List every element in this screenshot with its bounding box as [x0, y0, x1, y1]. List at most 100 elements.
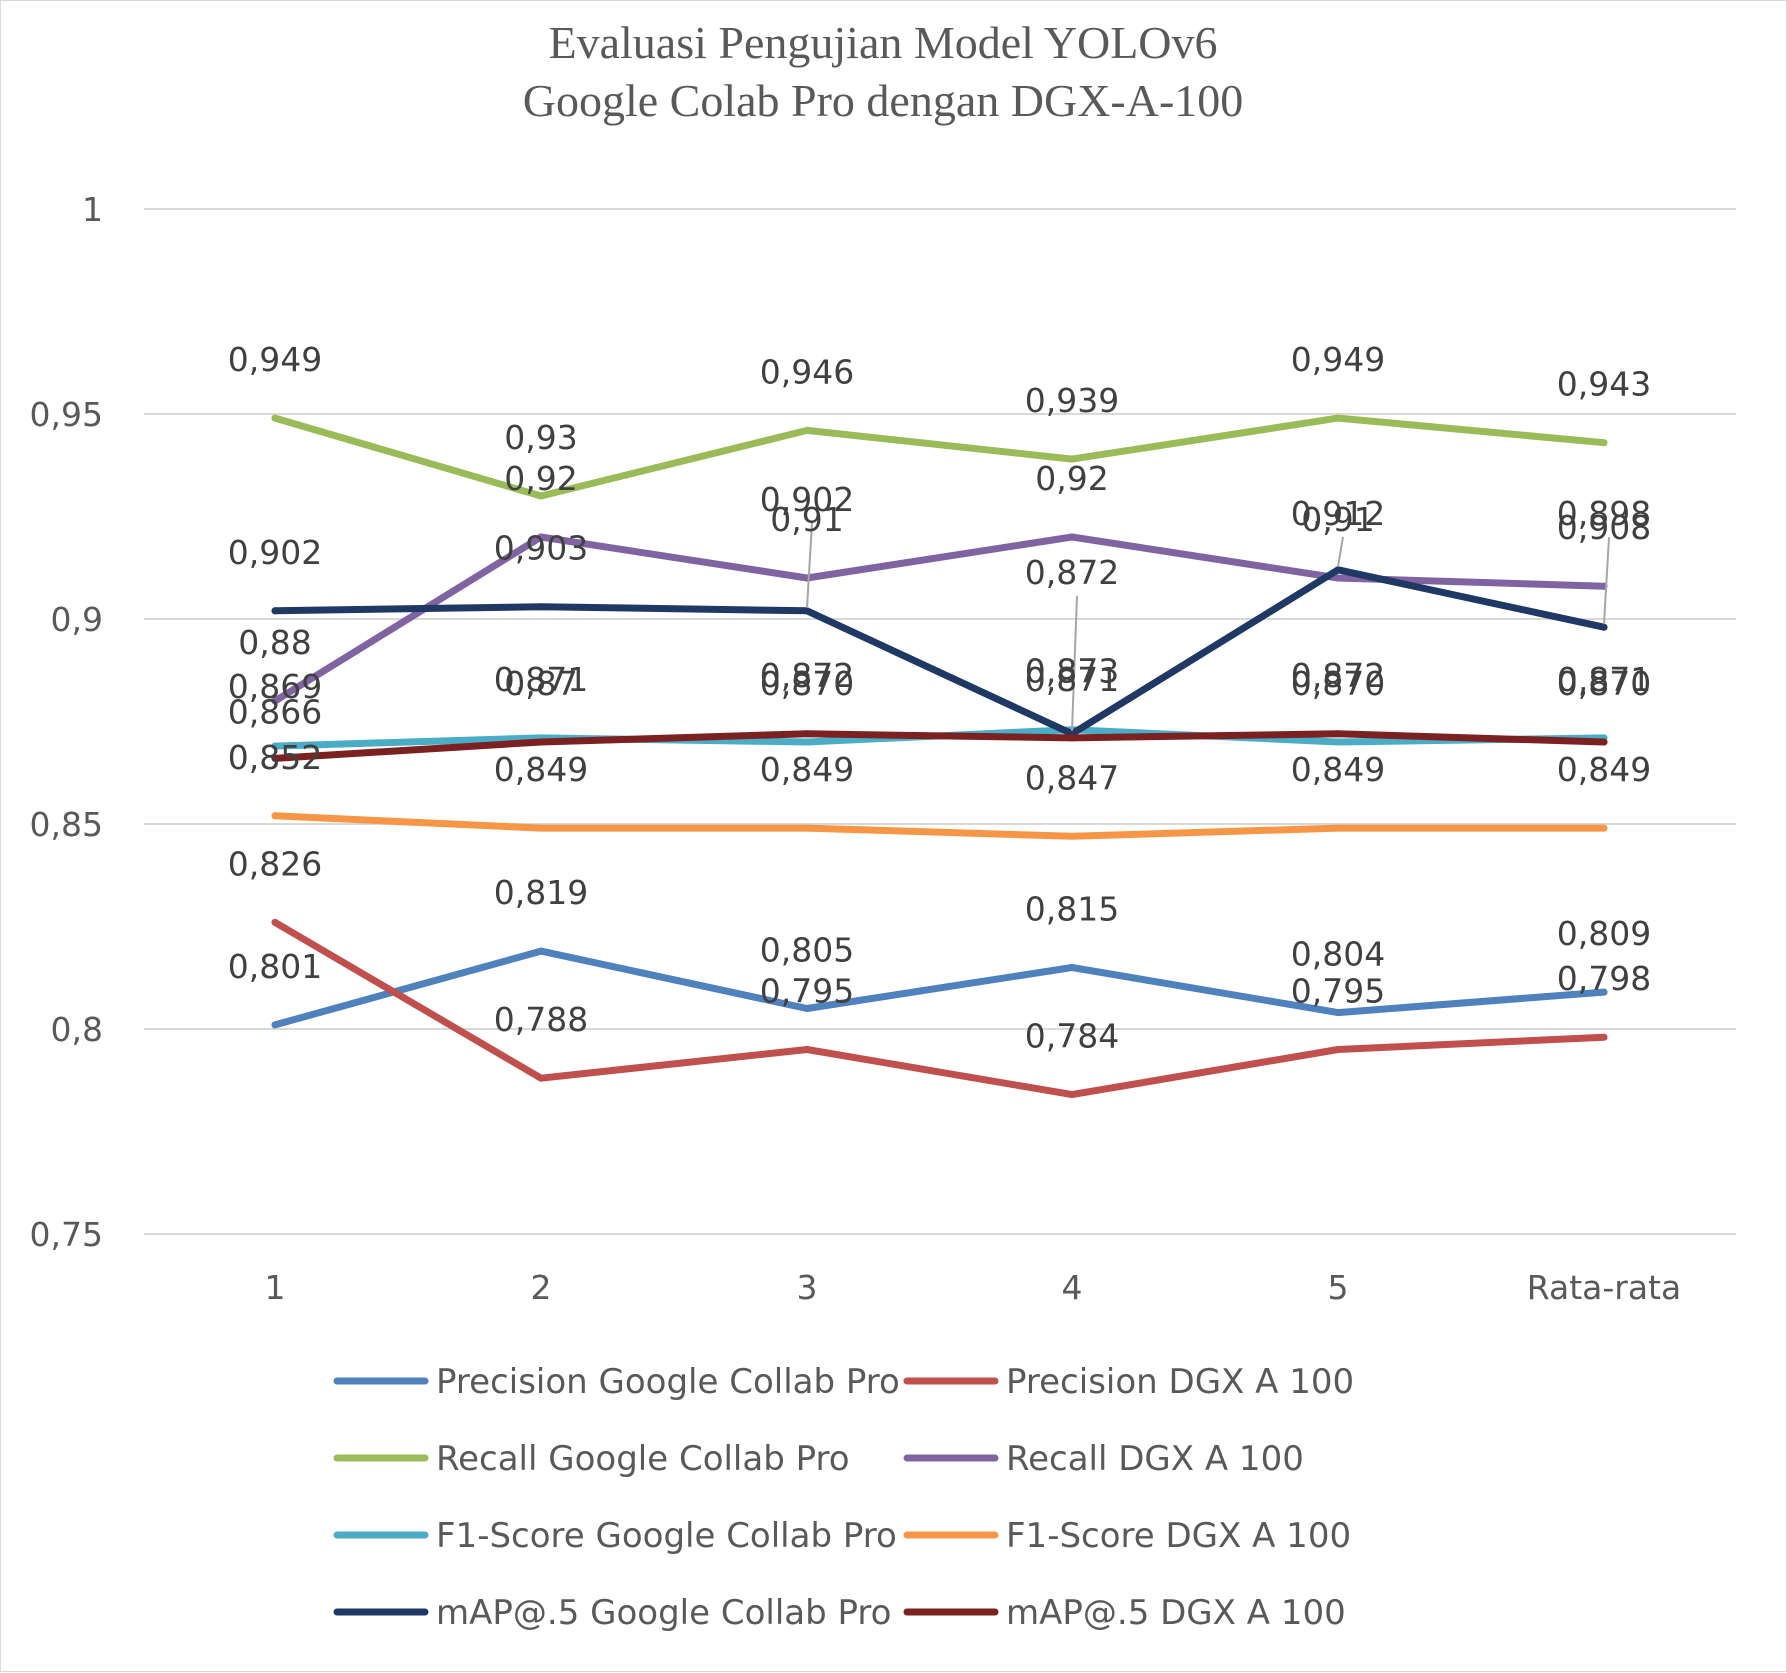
data-label: 0,826 [228, 844, 322, 883]
data-label: 0,870 [760, 664, 854, 703]
series-line-2 [271, 414, 1608, 500]
data-label: 0,871 [494, 660, 588, 699]
data-label: 0,873 [1025, 652, 1119, 691]
data-label: 0,809 [1557, 914, 1651, 953]
x-tick-label: 5 [1328, 1268, 1349, 1307]
data-point [803, 1005, 811, 1012]
data-point [1600, 988, 1608, 996]
data-point [1334, 414, 1342, 422]
y-tick-label: 0,8 [51, 1010, 103, 1049]
data-point [271, 812, 279, 820]
data-label: 0,908 [1557, 508, 1651, 547]
data-label: 0,871 [1025, 660, 1119, 699]
data-label: 0,939 [1025, 381, 1119, 420]
data-label: 0,801 [228, 947, 322, 986]
data-label: 0,949 [228, 340, 322, 379]
data-point [1600, 623, 1608, 631]
data-point [1600, 1033, 1608, 1041]
legend-label: mAP@.5 Google Collab Pro [436, 1593, 891, 1633]
data-point [537, 1074, 545, 1082]
data-label: 0,819 [494, 873, 588, 912]
data-point [1068, 964, 1076, 971]
data-label: 0,943 [1557, 365, 1651, 404]
data-label: 0,852 [228, 738, 322, 777]
data-point [803, 607, 811, 615]
data-point [271, 742, 279, 750]
data-point [1334, 730, 1342, 738]
legend: Precision Google Collab Pro Precision DGX… [333, 1362, 1354, 1633]
y-axis-ticks: 0,75 0,8 0,85 0,9 0,95 1 [30, 190, 103, 1254]
y-tick-label: 1 [82, 190, 103, 229]
series-line-7 [271, 730, 1608, 762]
data-label: 0,88 [238, 623, 311, 662]
data-label: 0,784 [1025, 1017, 1119, 1056]
y-tick-label: 0,9 [51, 600, 103, 639]
chart-subtitle: Google Colab Pro dengan DGX-A-100 [523, 75, 1244, 126]
y-tick-label: 0,95 [30, 395, 103, 434]
data-label: 0,866 [228, 692, 322, 731]
data-point [271, 754, 279, 762]
gridlines [144, 208, 1736, 1235]
legend-label: F1-Score DGX A 100 [1006, 1516, 1351, 1556]
data-point [803, 730, 811, 738]
leader-line [1337, 536, 1344, 567]
x-tick-label: 1 [265, 1268, 286, 1307]
data-label: 0,871 [1557, 660, 1651, 699]
data-label: 0,869 [228, 667, 322, 706]
data-label: 0,849 [1557, 750, 1651, 789]
data-label: 0,92 [504, 459, 577, 498]
legend-label: F1-Score Google Collab Pro [436, 1516, 897, 1556]
leader-line [1603, 537, 1610, 625]
data-point [271, 697, 279, 705]
data-label: 0,912 [1291, 494, 1385, 533]
legend-label: Recall Google Collab Pro [436, 1439, 850, 1479]
data-point [1334, 566, 1342, 574]
series-line-5 [271, 812, 1608, 840]
data-label: 0,849 [1291, 750, 1385, 789]
data-point [803, 738, 811, 746]
series-line-0 [271, 947, 1608, 1029]
data-point [1068, 1091, 1076, 1099]
data-label: 0,815 [1025, 890, 1119, 929]
data-point [1068, 455, 1076, 463]
data-point [1334, 574, 1342, 582]
data-label: 0,870 [1557, 664, 1651, 703]
data-label: 0,902 [760, 480, 854, 519]
data-label: 0,872 [760, 656, 854, 695]
data-point [271, 414, 279, 422]
data-label: 0,949 [1291, 340, 1385, 379]
data-point [537, 533, 545, 541]
chart-title: Evaluasi Pengujian Model YOLOv6 [548, 17, 1217, 68]
data-point [803, 1046, 811, 1053]
data-point [271, 607, 279, 615]
x-tick-label: 4 [1062, 1268, 1083, 1307]
data-label: 0,788 [494, 1000, 588, 1039]
data-point [1068, 832, 1076, 840]
data-point [537, 738, 545, 746]
data-label: 0,798 [1557, 959, 1651, 998]
data-point [1600, 824, 1608, 832]
data-point [537, 492, 545, 500]
data-label: 0,804 [1291, 935, 1385, 974]
data-label: 0,849 [494, 750, 588, 789]
data-point [1068, 734, 1076, 742]
series-line-1 [271, 918, 1608, 1099]
data-point [1334, 738, 1342, 746]
data-label: 0,849 [760, 750, 854, 789]
data-point [271, 1021, 279, 1029]
legend-label: mAP@.5 DGX A 100 [1006, 1593, 1346, 1633]
data-label: 0,795 [760, 972, 854, 1011]
data-label: 0,795 [1291, 972, 1385, 1011]
data-label: 0,847 [1025, 758, 1119, 797]
data-label: 0,872 [1291, 656, 1385, 695]
legend-label: Precision DGX A 100 [1006, 1362, 1354, 1402]
label-leader-lines [806, 522, 1610, 731]
data-point [1334, 1046, 1342, 1053]
data-point [803, 824, 811, 832]
data-point [1600, 738, 1608, 746]
data-label: 0,93 [504, 418, 577, 457]
series-line-6 [271, 566, 1608, 738]
data-label: 0,898 [1557, 494, 1651, 533]
